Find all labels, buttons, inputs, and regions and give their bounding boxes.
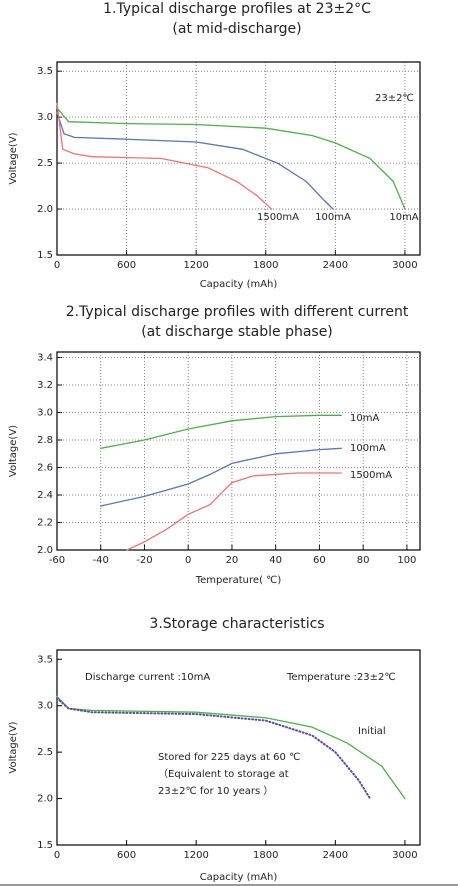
x-tick-label: 60 — [313, 555, 326, 566]
x-tick-label: 1200 — [183, 850, 208, 861]
chart-title: 1.Typical discharge profiles at 23±2°C — [103, 1, 371, 17]
series-label: 1500mA — [350, 470, 392, 481]
y-tick-label: 1.5 — [37, 840, 53, 851]
x-tick-label: -20 — [136, 555, 152, 566]
annotation: 23±2℃ — [375, 93, 414, 104]
x-tick-label: 1800 — [253, 260, 278, 271]
annotation: 23±2℃ for 10 years ） — [158, 785, 273, 797]
y-tick-label: 3.5 — [37, 66, 53, 77]
plot-frame — [56, 61, 421, 256]
series-label: 100mA — [315, 212, 351, 223]
series-label: Initial — [358, 726, 386, 737]
x-axis-label: Capacity (mAh) — [200, 279, 278, 290]
series-line — [126, 472, 342, 551]
x-tick-label: 0 — [185, 555, 191, 566]
x-tick-label: 40 — [269, 555, 282, 566]
chart-subtitle: (at discharge stable phase) — [141, 324, 333, 340]
y-tick-label: 3.0 — [37, 112, 53, 123]
y-tick-label: 2.2 — [37, 518, 53, 529]
x-tick-label: 0 — [54, 260, 60, 271]
y-tick-label: 2.6 — [37, 463, 53, 474]
x-axis-label: Capacity (mAh) — [200, 872, 278, 883]
y-tick-label: 2.4 — [37, 490, 53, 501]
series-label: Stored for 225 days at 60 ℃ — [158, 752, 300, 763]
x-tick-label: 3000 — [392, 850, 417, 861]
x-tick-label: 20 — [226, 555, 239, 566]
y-tick-label: 3.0 — [37, 408, 53, 419]
x-tick-label: 600 — [117, 260, 136, 271]
x-tick-label: 1200 — [183, 260, 208, 271]
x-tick-label: 1800 — [253, 850, 278, 861]
series-line — [56, 102, 273, 210]
series-label: 100mA — [350, 443, 386, 454]
series-label: 10mA — [350, 413, 379, 424]
x-tick-label: -40 — [93, 555, 109, 566]
y-tick-label: 3.2 — [37, 380, 53, 391]
y-tick-label: 3.5 — [37, 654, 53, 665]
y-tick-label: 2.0 — [37, 794, 53, 805]
x-tick-label: 2400 — [323, 260, 348, 271]
series-line — [100, 414, 342, 449]
x-tick-label: 3000 — [392, 260, 417, 271]
series-label: 1500mA — [257, 212, 299, 223]
y-axis-label: Voltage(V) — [8, 132, 19, 184]
plot-frame — [56, 351, 421, 551]
y-tick-label: 2.0 — [37, 204, 53, 215]
y-tick-label: 3.0 — [37, 701, 53, 712]
y-axis-label: Voltage(V) — [8, 425, 19, 477]
y-axis-label: Voltage(V) — [8, 721, 19, 773]
series-line — [56, 111, 334, 210]
chart-subtitle: (at mid-discharge) — [172, 21, 301, 37]
plot-frame — [56, 649, 421, 846]
series-label: 10mA — [389, 212, 418, 223]
y-tick-label: 1.5 — [37, 250, 53, 261]
annotation: Discharge current :10mA — [85, 672, 210, 683]
x-tick-label: 80 — [357, 555, 370, 566]
y-tick-label: 2.5 — [37, 158, 53, 169]
annotation: （Equivalent to storage at — [158, 768, 289, 780]
x-tick-label: 2400 — [323, 850, 348, 861]
x-tick-label: 100 — [397, 555, 416, 566]
series-line — [100, 447, 342, 507]
y-tick-label: 3.4 — [37, 353, 53, 364]
x-tick-label: 0 — [54, 850, 60, 861]
x-tick-label: -60 — [49, 555, 65, 566]
y-tick-label: 2.5 — [37, 747, 53, 758]
series-line — [56, 695, 406, 800]
chart-title: 3.Storage characteristics — [149, 616, 324, 632]
x-tick-label: 600 — [117, 850, 136, 861]
y-tick-label: 2.0 — [37, 545, 53, 556]
x-axis-label: Temperature( ℃) — [195, 575, 282, 586]
series-line — [56, 697, 372, 800]
chart-title: 2.Typical discharge profiles with differ… — [66, 304, 409, 320]
annotation: Temperature :23±2℃ — [286, 672, 396, 683]
y-tick-label: 2.8 — [37, 435, 53, 446]
series-line — [56, 107, 406, 210]
